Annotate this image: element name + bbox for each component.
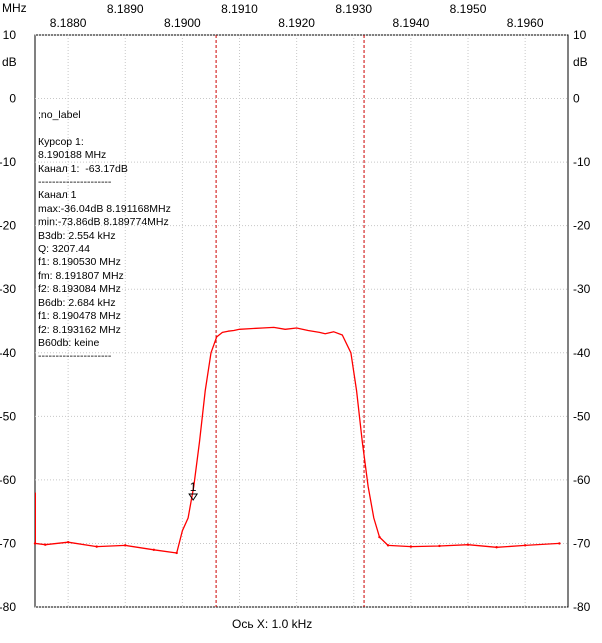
cursor-lines xyxy=(215,35,365,607)
series-point xyxy=(152,548,156,551)
grid xyxy=(34,34,569,608)
x-tick-label: 8.1880 xyxy=(50,16,87,30)
y-tick-label-left: -40 xyxy=(0,346,16,360)
x-tick-label: 8.1960 xyxy=(507,16,544,30)
info-line: min:-73.86dB 8.189774MHz xyxy=(38,216,169,229)
info-line: B60db: keine xyxy=(38,336,100,349)
info-line: Q: 3207.44 xyxy=(38,243,90,256)
y-tick-label-left: -10 xyxy=(0,155,16,169)
series-point xyxy=(378,535,381,539)
series-point xyxy=(438,544,441,548)
series-point xyxy=(44,543,47,546)
info-line: Канал 1: -63.17dB xyxy=(38,162,128,175)
y-tick-label-left: -50 xyxy=(0,409,16,423)
info-line xyxy=(38,122,171,135)
y-tick-label-right: -10 xyxy=(573,155,591,169)
tick-labels: 10 10 0 0 -10 -10 -20 -20 -30 -30 -40 -40 -50 -50 -60 -… xyxy=(0,2,591,614)
y-tick-label-left: 10 xyxy=(3,28,17,42)
y-tick-label-left: -80 xyxy=(0,600,16,614)
series-line xyxy=(34,326,560,554)
series-point xyxy=(409,545,413,548)
x-tick-label: 8.1890 xyxy=(107,2,144,16)
y-tick-label-right: -70 xyxy=(573,536,591,550)
info-line: f2: 8.193084 MHz xyxy=(38,283,121,296)
x-tick-label: 8.1910 xyxy=(221,2,258,16)
y-unit-label-right: dB xyxy=(573,55,588,69)
series-layer xyxy=(33,326,561,555)
info-panel: ;no_label Курсор 1: 8.190188 MHz Канал 1: … xyxy=(38,109,171,364)
info-line: Канал 1 xyxy=(38,189,77,202)
marker-label: 1 xyxy=(190,480,197,494)
x-tick-label: 8.1900 xyxy=(164,16,201,30)
x-tick-label: 8.1920 xyxy=(278,16,315,30)
y-tick-label-right: -20 xyxy=(573,219,591,233)
y-unit-label-left: dB xyxy=(2,55,17,69)
y-tick-label-right: -30 xyxy=(573,282,591,296)
info-line: Курсор 1: xyxy=(38,135,84,148)
y-tick-label-left: 0 xyxy=(9,92,16,106)
x-unit-label: MHz xyxy=(2,1,27,15)
y-tick-label-left: -60 xyxy=(0,473,16,487)
info-line: max:-36.04dB 8.191168MHz xyxy=(38,202,171,215)
info-line: 8.190188 MHz xyxy=(38,149,107,162)
info-line: --------------------- xyxy=(38,176,112,189)
series-point xyxy=(66,540,70,544)
series-point xyxy=(386,544,390,547)
series-point xyxy=(495,546,498,549)
info-line: f2: 8.193162 MHz xyxy=(38,323,121,336)
info-line: fm: 8.191807 MHz xyxy=(38,269,124,282)
marker-triangle xyxy=(188,493,199,501)
x-axis-label: Ось X: 1.0 kHz xyxy=(232,617,312,631)
info-line: --------------------- xyxy=(38,350,112,363)
x-tick-label: 8.1950 xyxy=(450,2,487,16)
y-tick-label-left: -30 xyxy=(0,282,16,296)
series-point xyxy=(124,544,127,547)
y-tick-label-right: 0 xyxy=(573,92,580,106)
y-tick-label-right: -40 xyxy=(573,346,591,360)
series-point xyxy=(466,543,470,546)
plot-frame xyxy=(34,34,569,608)
info-line: f1: 8.190478 MHz xyxy=(38,310,121,323)
marker: 1 xyxy=(188,480,199,501)
y-tick-label-right: -80 xyxy=(573,600,591,614)
y-tick-label-right: -60 xyxy=(573,473,591,487)
x-tick-label: 8.1940 xyxy=(393,16,430,30)
info-line: ;no_label xyxy=(38,109,81,121)
y-tick-label-right: 10 xyxy=(573,28,587,42)
info-line: B3db: 2.554 kHz xyxy=(38,229,116,242)
y-tick-label-left: -20 xyxy=(0,219,16,233)
info-line: f1: 8.190530 MHz xyxy=(38,256,121,269)
series-point xyxy=(175,551,178,555)
info-line: B6db: 2.684 kHz xyxy=(38,296,116,309)
y-tick-label-left: -70 xyxy=(0,536,16,550)
series-point xyxy=(558,542,561,545)
x-tick-label: 8.1930 xyxy=(335,2,372,16)
y-tick-label-right: -50 xyxy=(573,409,591,423)
series-point xyxy=(523,544,527,547)
series-point xyxy=(95,545,98,548)
